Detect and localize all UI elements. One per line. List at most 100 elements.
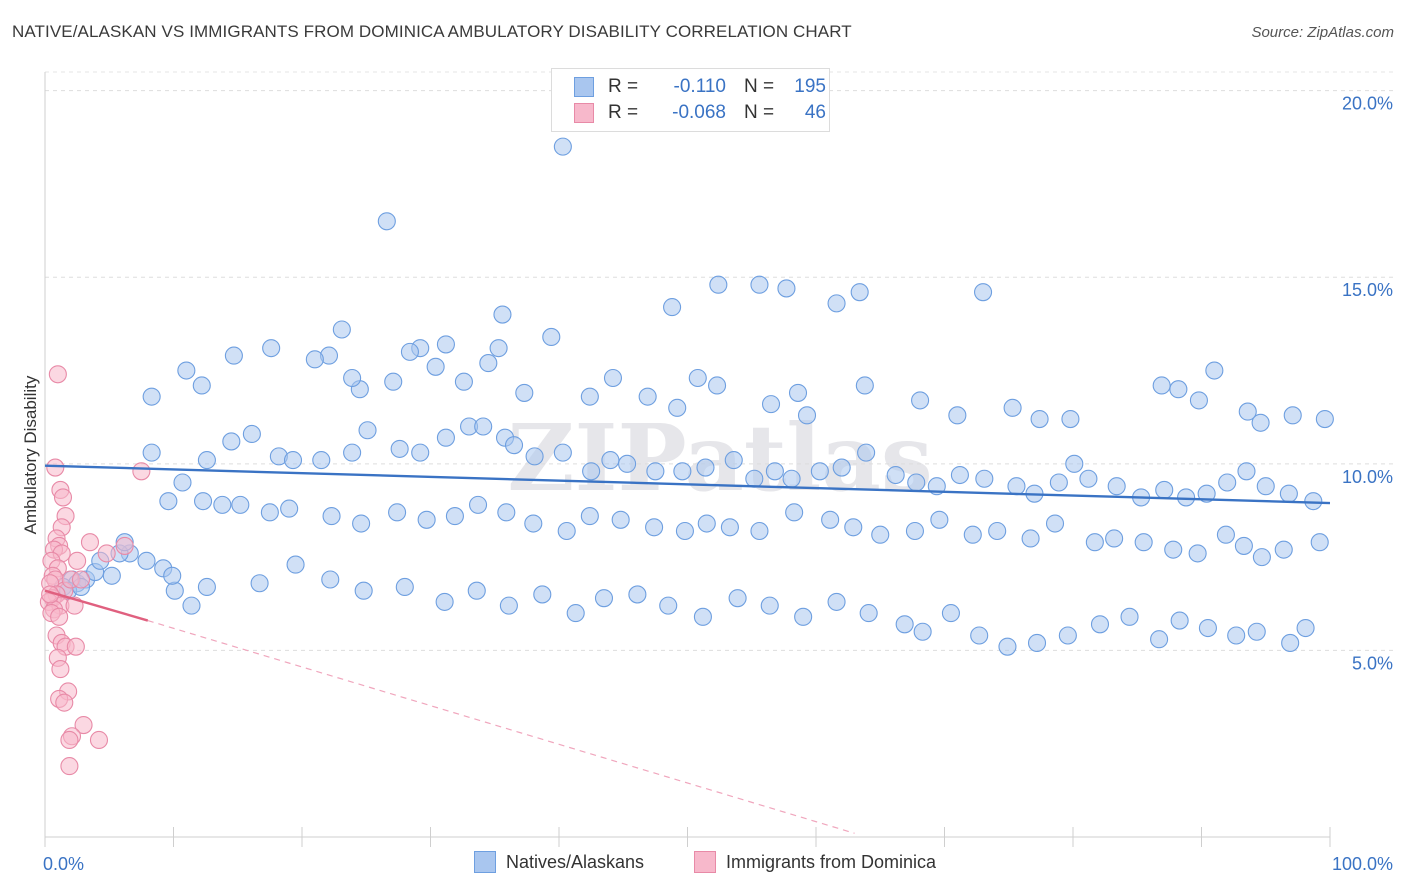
natives-point: [467, 581, 486, 600]
natives-point: [911, 391, 930, 410]
natives-point: [794, 607, 813, 626]
natives-point: [388, 503, 407, 522]
legend-item-natives: Natives/Alaskans: [474, 851, 644, 873]
dominica-point: [74, 715, 93, 735]
natives-point: [163, 566, 182, 585]
natives-point: [1188, 544, 1207, 563]
natives-point: [524, 514, 543, 533]
natives-point: [850, 283, 869, 302]
natives-legend-swatch: [474, 851, 496, 873]
natives-point: [580, 507, 599, 526]
natives-point: [1315, 409, 1334, 429]
chart-title: NATIVE/ALASKAN VS IMMIGRANTS FROM DOMINI…: [12, 22, 852, 41]
y-tick-label: 15.0%: [1342, 280, 1393, 300]
natives-point: [693, 607, 712, 626]
natives-point: [1061, 409, 1080, 429]
natives-point: [618, 454, 637, 473]
natives-point: [1304, 492, 1323, 511]
natives-point: [663, 298, 682, 317]
natives-point: [411, 443, 430, 462]
natives-point: [724, 451, 743, 470]
natives-point: [417, 510, 436, 529]
natives-point: [628, 585, 647, 604]
natives-point: [675, 521, 694, 541]
natives-point: [343, 368, 362, 388]
natives-point: [1021, 529, 1040, 548]
natives-point: [1205, 361, 1224, 380]
natives-point: [566, 604, 585, 623]
natives-point: [493, 305, 512, 324]
natives-point: [821, 510, 840, 529]
n-label: N =: [744, 102, 775, 123]
natives-point: [857, 443, 876, 462]
natives-point: [1152, 376, 1171, 395]
natives-point: [142, 387, 161, 406]
natives-point: [871, 525, 890, 544]
natives-point: [611, 510, 630, 529]
natives-point: [231, 495, 250, 514]
natives-point: [1105, 529, 1124, 548]
natives-point: [797, 406, 817, 425]
dominica-point: [60, 757, 79, 776]
natives-point: [750, 275, 769, 294]
source-label: Source: ZipAtlas.com: [1251, 24, 1394, 41]
natives-point: [192, 376, 211, 395]
natives-point: [242, 424, 261, 444]
natives-point: [358, 421, 377, 440]
dominica-point: [115, 536, 134, 555]
natives-point: [777, 279, 796, 298]
natives-point: [1134, 533, 1153, 552]
natives-point: [930, 510, 949, 529]
legend-row-natives: R = -0.110 N = 195: [574, 74, 826, 100]
natives-point: [436, 428, 455, 447]
natives-point: [197, 451, 216, 470]
natives-point: [260, 503, 279, 522]
natives-point: [182, 596, 201, 615]
natives-point: [785, 503, 804, 522]
natives-point: [137, 551, 156, 570]
natives-point: [688, 368, 707, 388]
natives-point: [377, 212, 396, 231]
dominica-point: [66, 637, 85, 656]
natives-point: [895, 615, 914, 634]
natives-point: [283, 451, 303, 470]
natives-point: [321, 570, 340, 589]
natives-point: [963, 525, 982, 544]
natives-point: [601, 451, 620, 470]
natives-point: [1281, 633, 1300, 653]
natives-point: [950, 465, 969, 485]
natives-point: [553, 137, 572, 156]
dominica-trend-extension: [147, 619, 855, 834]
natives-point: [1065, 454, 1084, 473]
dominica-point: [50, 607, 69, 626]
natives-point: [384, 372, 403, 391]
natives-point: [468, 495, 488, 514]
natives-point: [603, 368, 623, 388]
natives-point: [844, 518, 863, 537]
dominica-trend-line: [44, 589, 149, 622]
natives-point: [970, 626, 989, 645]
natives-point: [286, 555, 305, 574]
natives-point: [213, 495, 232, 514]
natives-point: [1150, 630, 1169, 649]
dominica-point: [89, 730, 109, 750]
natives-point: [553, 443, 572, 462]
natives-point: [489, 339, 508, 358]
natives-point: [1007, 477, 1026, 496]
natives-point: [557, 521, 576, 541]
natives-point: [760, 596, 779, 615]
natives-point: [594, 589, 614, 608]
natives-point: [988, 521, 1007, 541]
natives-point: [343, 443, 362, 462]
natives-point: [504, 436, 524, 455]
natives-point: [305, 350, 324, 369]
natives-point: [782, 469, 801, 488]
natives-point: [750, 521, 769, 541]
natives-point: [479, 354, 498, 373]
natives-point: [827, 592, 846, 611]
natives-point: [1170, 611, 1189, 630]
dominica-point: [51, 660, 70, 679]
natives-point: [765, 462, 784, 481]
y-axis-label: Ambulatory Disability: [21, 375, 40, 534]
natives-legend-label: Natives/Alaskans: [506, 851, 645, 872]
